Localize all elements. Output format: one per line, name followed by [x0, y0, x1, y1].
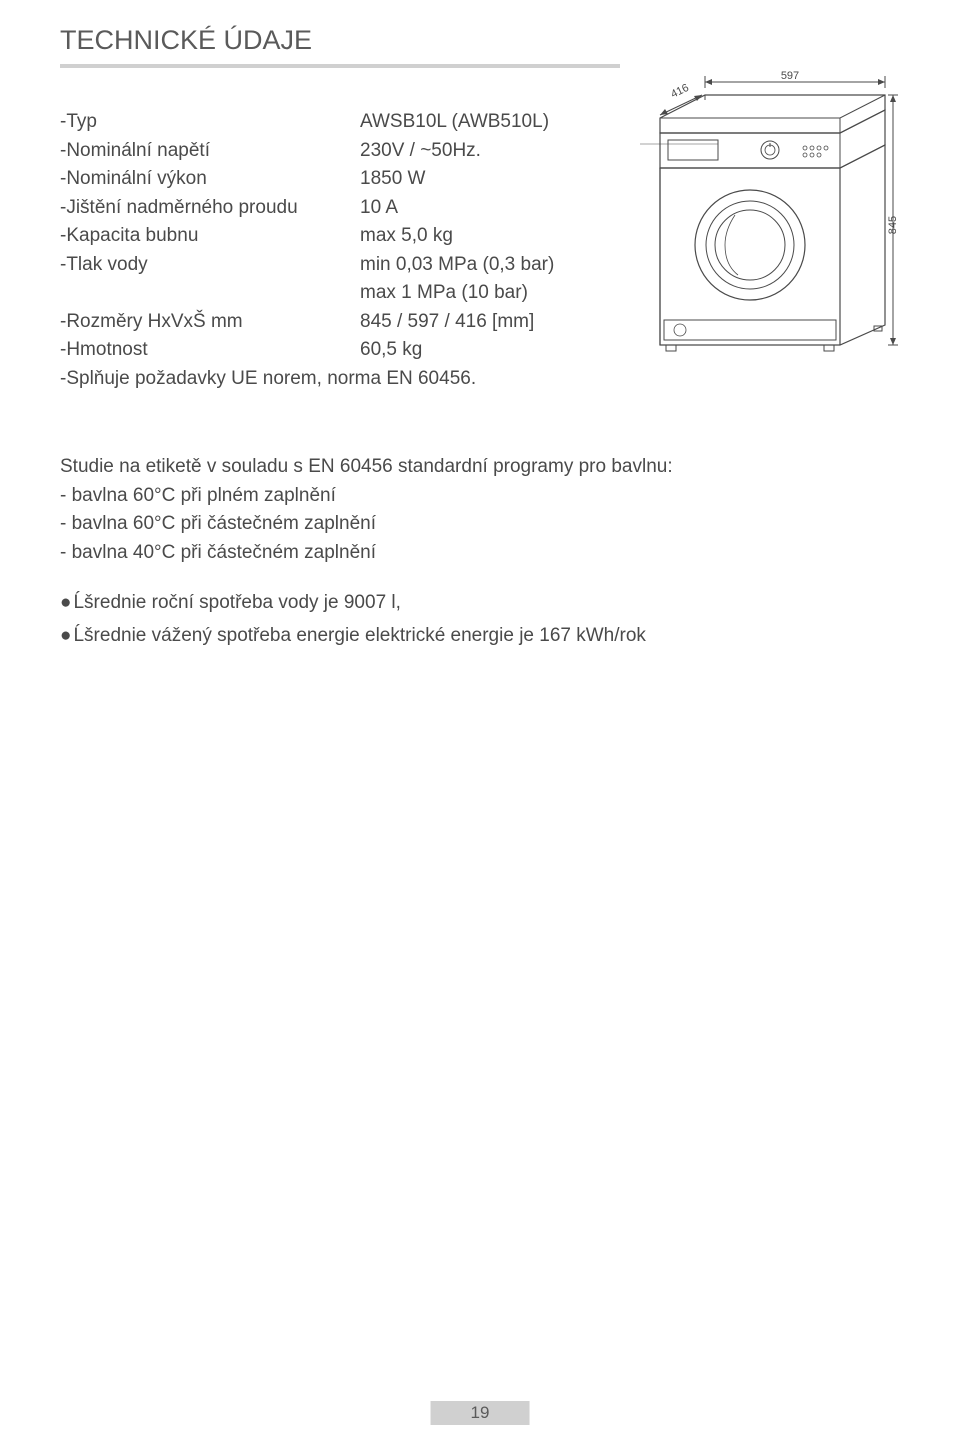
height-dimension: 845: [887, 95, 899, 345]
spec-label: -Nominální výkon: [60, 165, 360, 194]
spec-row: -Typ AWSB10L (AWB510L): [60, 108, 554, 137]
spec-label: -Typ: [60, 108, 360, 137]
specs-table: -Typ AWSB10L (AWB510L) -Nominální napětí…: [60, 108, 554, 393]
spec-row: -Hmotnost 60,5 kg: [60, 336, 554, 365]
bullet-item: Ĺšrednie roční spotřeba vody je 9007 l,: [60, 589, 900, 618]
spec-row: -Jištění nadměrného proudu 10 A: [60, 194, 554, 223]
depth-dimension: 416: [660, 82, 702, 115]
spec-value: 60,5 kg: [360, 336, 554, 365]
page-number: 19: [431, 1401, 530, 1425]
spec-label: -Jištění nadměrného proudu: [60, 194, 360, 223]
height-label: 845: [887, 216, 899, 234]
width-label: 597: [781, 70, 799, 82]
bullet-item: Ĺšrednie vážený spotřeba energie elektri…: [60, 622, 900, 651]
control-panel: [640, 110, 885, 168]
spec-row: -Nominální napětí 230V / ~50Hz.: [60, 137, 554, 166]
spec-value: max 1 MPa (10 bar): [360, 279, 554, 308]
spec-value: min 0,03 MPa (0,3 bar): [360, 251, 554, 280]
spec-row: -Kapacita bubnu max 5,0 kg: [60, 222, 554, 251]
spec-label: -Hmotnost: [60, 336, 360, 365]
spec-label: -Rozměry HxVxŠ mm: [60, 308, 360, 337]
study-item: - bavlna 60°C při částečném zaplnění: [60, 510, 900, 539]
spec-row: -Nominální výkon 1850 W: [60, 165, 554, 194]
machine-body: [660, 145, 885, 351]
spec-value: max 5,0 kg: [360, 222, 554, 251]
page-footer: 19: [431, 1401, 530, 1425]
title-underline: [60, 64, 620, 68]
spec-note: -Splňuje požadavky UE norem, norma EN 60…: [60, 365, 554, 394]
width-dimension: 597: [705, 70, 885, 88]
spec-row: -Rozměry HxVxŠ mm 845 / 597 / 416 [mm]: [60, 308, 554, 337]
washing-machine-diagram: 597 416 845: [640, 70, 900, 365]
depth-label: 416: [669, 82, 691, 101]
spec-value: AWSB10L (AWB510L): [360, 108, 554, 137]
studies-section: Studie na etiketě v souladu s EN 60456 s…: [60, 453, 900, 650]
spec-value: 1850 W: [360, 165, 554, 194]
spec-label: [60, 279, 360, 308]
page-title: TECHNICKÉ ÚDAJE: [60, 25, 900, 56]
spec-value: 230V / ~50Hz.: [360, 137, 554, 166]
spec-value: 845 / 597 / 416 [mm]: [360, 308, 554, 337]
spec-row: max 1 MPa (10 bar): [60, 279, 554, 308]
spec-value: 10 A: [360, 194, 554, 223]
spec-row: -Tlak vody min 0,03 MPa (0,3 bar): [60, 251, 554, 280]
studies-intro: Studie na etiketě v souladu s EN 60456 s…: [60, 453, 900, 482]
study-item: - bavlna 60°C při plném zaplnění: [60, 482, 900, 511]
study-item: - bavlna 40°C při částečném zaplnění: [60, 539, 900, 568]
spec-label: -Nominální napětí: [60, 137, 360, 166]
spec-label: -Kapacita bubnu: [60, 222, 360, 251]
spec-label: -Tlak vody: [60, 251, 360, 280]
